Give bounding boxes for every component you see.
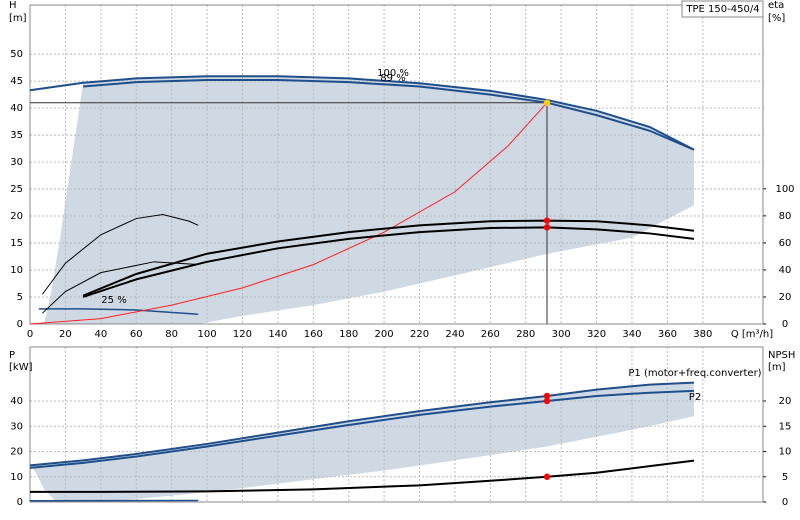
x-tick-label: 240 [445, 329, 464, 340]
x-tick-label: 260 [481, 329, 500, 340]
x-tick-label: 380 [693, 329, 712, 340]
y-axis-label: P [9, 350, 15, 361]
curve-label: 100 % [377, 68, 409, 79]
x-tick-label: 80 [165, 329, 178, 340]
curve [42, 261, 199, 314]
curve-label: P2 [689, 392, 701, 403]
x-tick-label: 280 [516, 329, 535, 340]
y-tick-label: 10 [10, 265, 23, 276]
y-tick-label: 30 [10, 421, 23, 432]
curve [38, 308, 199, 316]
y-tick-label: 5 [17, 292, 23, 303]
title-box [681, 0, 764, 18]
x-tick-label: 20 [59, 329, 72, 340]
y-axis-unit: [m] [9, 13, 27, 24]
y-tick-label: 40 [10, 396, 23, 407]
y-axis-unit: [kW] [9, 362, 33, 373]
x-tick-label: 360 [658, 329, 677, 340]
y-tick-label: 25 [10, 184, 23, 195]
plot-frame [29, 4, 764, 325]
y-tick-label: 0 [17, 319, 23, 330]
y2-axis-unit: [%] [768, 13, 785, 24]
x-tick-label: 180 [339, 329, 358, 340]
curve-label: 89 % [380, 73, 405, 84]
x-axis-label: Q [m³/h] [731, 329, 773, 340]
y2-tick-label: 100 [775, 184, 794, 195]
y-tick-label: 40 [10, 103, 23, 114]
x-tick-label: 220 [410, 329, 429, 340]
x-tick-label: 160 [304, 329, 323, 340]
x-tick-label: 140 [268, 329, 287, 340]
y-tick-label: 50 [10, 49, 23, 60]
curve [29, 102, 548, 325]
y2-tick-label: 10 [779, 447, 792, 458]
curve [41, 214, 199, 295]
curve [82, 226, 695, 298]
y2-tick-label: 5 [782, 472, 788, 483]
curve [30, 459, 695, 493]
duty-point [543, 473, 551, 480]
y2-tick-label: 15 [779, 421, 792, 432]
y-axis-label: H [9, 0, 17, 11]
y2-axis-unit: [m] [768, 362, 786, 373]
duty-point [543, 397, 551, 405]
y-tick-label: 0 [17, 497, 23, 508]
curve [82, 219, 695, 297]
x-tick-label: 120 [233, 329, 252, 340]
y2-axis-label: NPSH [768, 350, 795, 361]
y2-tick-label: 20 [779, 292, 792, 303]
duty-point [543, 217, 551, 224]
plot-frame [29, 346, 764, 503]
y-tick-label: 20 [10, 447, 23, 458]
curve-label: P1 (motor+freq.converter) [628, 368, 761, 379]
y-tick-label: 45 [10, 76, 23, 87]
y2-axis-label: eta [768, 0, 784, 11]
curve-label: 25 % [101, 295, 126, 306]
y2-tick-label: 80 [779, 211, 792, 222]
curve [29, 389, 694, 469]
x-tick-label: 200 [375, 329, 394, 340]
y-tick-label: 35 [10, 130, 23, 141]
x-tick-label: 300 [552, 329, 571, 340]
y-tick-label: 15 [10, 238, 23, 249]
operating-range [30, 382, 694, 502]
y2-tick-label: 20 [779, 396, 792, 407]
x-tick-label: 0 [27, 329, 33, 340]
duty-point [543, 224, 551, 231]
x-tick-label: 320 [587, 329, 606, 340]
y-tick-label: 30 [10, 157, 23, 168]
y2-tick-label: 0 [782, 497, 788, 508]
duty-point [543, 99, 551, 106]
curve [29, 381, 694, 467]
x-tick-label: 100 [198, 329, 217, 340]
x-tick-label: 60 [130, 329, 143, 340]
y2-tick-label: 0 [782, 319, 788, 330]
chart-title: TPE 150-450/4 [685, 4, 759, 15]
y2-tick-label: 60 [779, 238, 792, 249]
curve [83, 79, 695, 151]
duty-point [543, 392, 551, 400]
y-tick-label: 20 [10, 211, 23, 222]
y-tick-label: 10 [10, 472, 23, 483]
curve [29, 75, 695, 151]
x-tick-label: 340 [622, 329, 641, 340]
x-tick-label: 40 [94, 329, 107, 340]
y2-tick-label: 40 [779, 265, 792, 276]
